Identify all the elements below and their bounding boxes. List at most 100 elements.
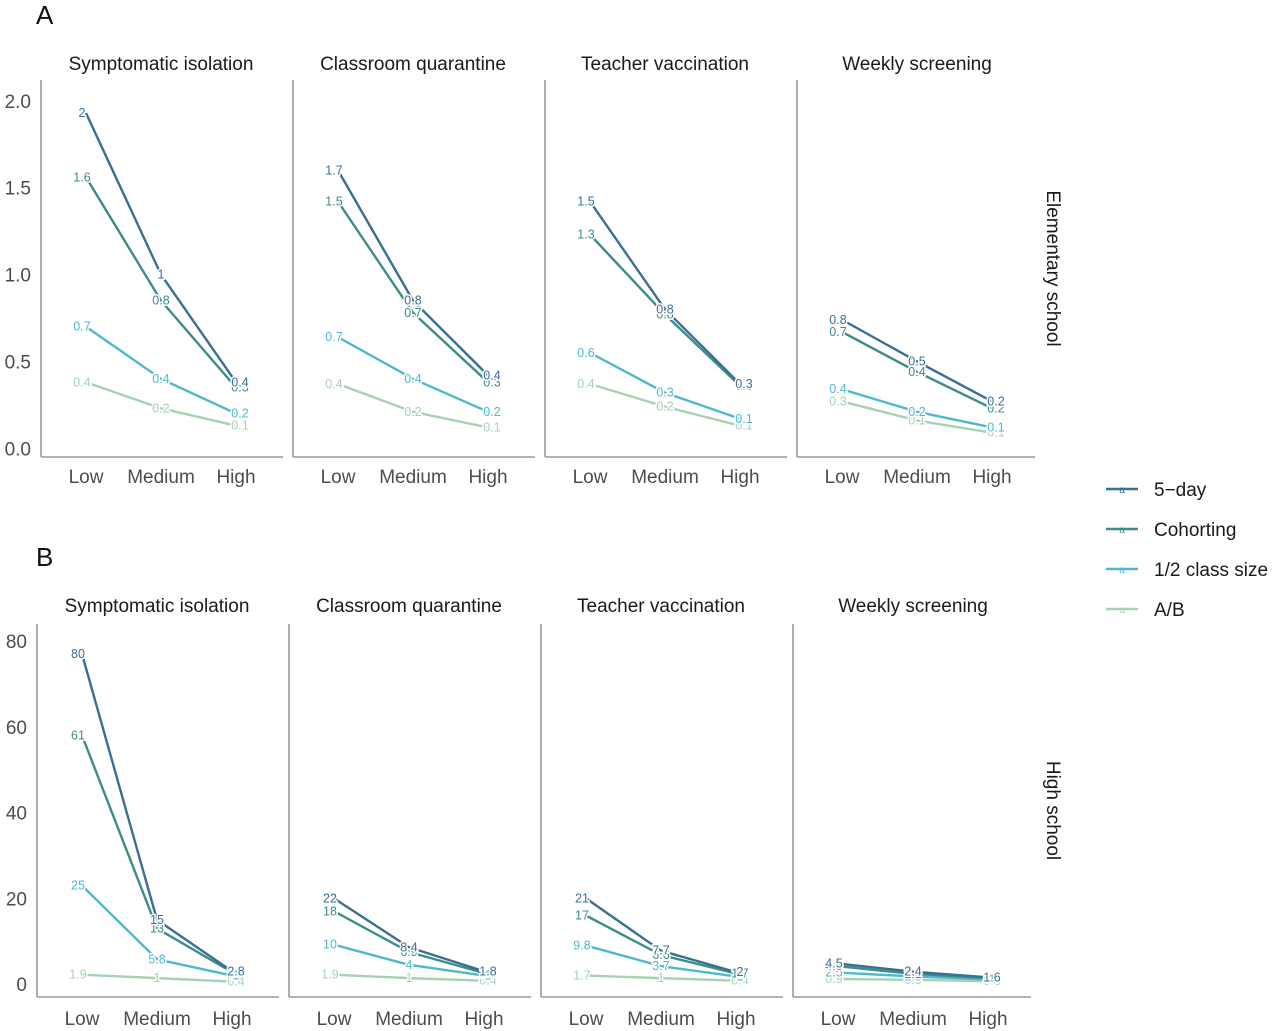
data-label: 1.8 <box>904 969 921 983</box>
data-label: 2 <box>737 965 744 979</box>
data-label: 0.7 <box>404 306 421 320</box>
facet-symptomatic-isolation: Symptomatic isolation 0 20 40 60 80 Low Medium H… <box>6 596 279 1030</box>
data-label: 6.6 <box>652 948 669 962</box>
facet-title: Classroom quarantine <box>316 596 502 617</box>
row-strip-label: Elementary school <box>1042 190 1063 346</box>
x-tick-label: Medium <box>627 1009 695 1030</box>
panel-row-high-school: B Symptomatic isolation 0 20 40 60 80 Low Medium… <box>6 542 1063 1030</box>
data-label: 0.4 <box>325 377 342 391</box>
data-label: 2 <box>79 106 86 120</box>
data-label: 1.5 <box>577 195 594 209</box>
series-line-cohorting <box>841 330 993 410</box>
data-label: 10 <box>323 938 337 952</box>
data-label: 0.1 <box>908 414 925 428</box>
series-line-1-2-class-size <box>333 943 485 977</box>
data-label: 0.3 <box>735 379 752 393</box>
x-tick-label: Low <box>317 1009 352 1030</box>
series-line-1-2-class-size <box>81 884 233 977</box>
series-line-cohorting <box>585 914 737 975</box>
data-label: 0.9 <box>825 972 842 986</box>
data-label: 8.4 <box>400 940 417 954</box>
data-label: 0.1 <box>987 420 1004 434</box>
data-label: 1.8 <box>479 966 496 980</box>
data-label: 0.8 <box>829 313 846 327</box>
data-label: 0.4 <box>73 375 90 389</box>
data-label: 1 <box>989 972 996 986</box>
facet-title: Weekly screening <box>842 54 992 75</box>
x-tick-label: High <box>212 1009 251 1030</box>
legend-label: 1/2 class size <box>1154 560 1268 581</box>
legend-label: A/B <box>1154 600 1185 621</box>
series-line-1-2-class-size <box>85 325 237 415</box>
data-label: 1 <box>485 969 492 983</box>
panel-letter: B <box>36 542 53 572</box>
data-label: 0.3 <box>231 381 248 395</box>
data-label: 1 <box>737 969 744 983</box>
data-label: 0.2 <box>987 401 1004 415</box>
series-line-cohorting <box>84 176 237 389</box>
panel-row-elementary: A Symptomatic isolation 0.0 0.5 1.0 1.5 2.0 Low… <box>5 0 1063 488</box>
legend: a 5−day a Cohorting a 1/2 class size a A/B <box>1106 480 1268 621</box>
x-tick-label: High <box>468 467 507 488</box>
data-label: 0.4 <box>577 377 594 391</box>
series-line-cohorting <box>337 200 489 384</box>
y-tick-label: 0 <box>16 975 27 996</box>
data-label: 0.4 <box>479 974 496 988</box>
x-tick-label: Low <box>825 467 860 488</box>
legend-item: a 1/2 class size <box>1106 560 1268 581</box>
row-strip-label: High school <box>1042 761 1063 860</box>
series-line-1-2-class-size <box>585 944 737 978</box>
data-label: 9.8 <box>573 939 590 953</box>
data-label: 1.7 <box>731 966 748 980</box>
series-line-5-day <box>837 962 989 979</box>
facet-title: Teacher vaccination <box>581 54 749 75</box>
y-tick-label: 0.5 <box>5 352 31 373</box>
data-label: 25 <box>71 879 85 893</box>
legend-item: a 5−day <box>1106 480 1207 501</box>
series-line-cohorting <box>837 964 989 980</box>
data-label: 0.1 <box>483 420 500 434</box>
data-label: 17 <box>575 909 589 923</box>
data-label: 7.7 <box>652 944 669 958</box>
data-label: 0.2 <box>404 405 421 419</box>
data-label: 1 <box>658 971 665 985</box>
data-label: 0.2 <box>231 407 248 421</box>
y-tick-label: 0.0 <box>5 439 31 460</box>
data-label: 0.4 <box>152 372 169 386</box>
data-label: 0.7 <box>73 320 90 334</box>
series-line-a-b <box>589 382 741 427</box>
data-label: 0.3 <box>483 375 500 389</box>
data-label: 0.8 <box>656 308 673 322</box>
series-line-a-b <box>841 400 993 434</box>
data-label: 0.1 <box>735 419 752 433</box>
legend-key-glyph: a <box>1119 605 1125 616</box>
series-line-cohorting <box>333 910 485 975</box>
x-tick-label: Medium <box>127 467 195 488</box>
series-line-a-b <box>333 973 485 982</box>
data-label: 0.7 <box>325 330 342 344</box>
series-line-5-day <box>589 200 741 385</box>
x-tick-label: High <box>968 1009 1007 1030</box>
series-line-1-2-class-size <box>841 388 993 429</box>
series-line-a-b <box>585 974 737 982</box>
data-label: 1 <box>154 971 161 985</box>
data-label: 4.5 <box>825 957 842 971</box>
facet-title: Classroom quarantine <box>320 54 506 75</box>
x-tick-label: High <box>720 467 759 488</box>
x-tick-label: Medium <box>631 467 699 488</box>
series-line-5-day <box>585 897 737 974</box>
data-label: 21 <box>575 891 589 905</box>
series-line-a-b <box>337 382 489 429</box>
panel-letter: A <box>36 0 54 30</box>
facet-grid: A Symptomatic isolation 0.0 0.5 1.0 1.5 2.0 Low… <box>5 0 1063 1030</box>
data-label: 0.4 <box>404 372 421 386</box>
data-label: 0.2 <box>656 400 673 414</box>
series-line-1-2-class-size <box>589 351 741 420</box>
facet-title: Weekly screening <box>838 596 988 617</box>
data-label: 0.8 <box>656 302 673 316</box>
x-tick-label: Medium <box>375 1009 443 1030</box>
facet-title: Symptomatic isolation <box>65 596 250 617</box>
series-line-cohorting <box>589 233 741 387</box>
data-label: 0.4 <box>227 975 244 989</box>
